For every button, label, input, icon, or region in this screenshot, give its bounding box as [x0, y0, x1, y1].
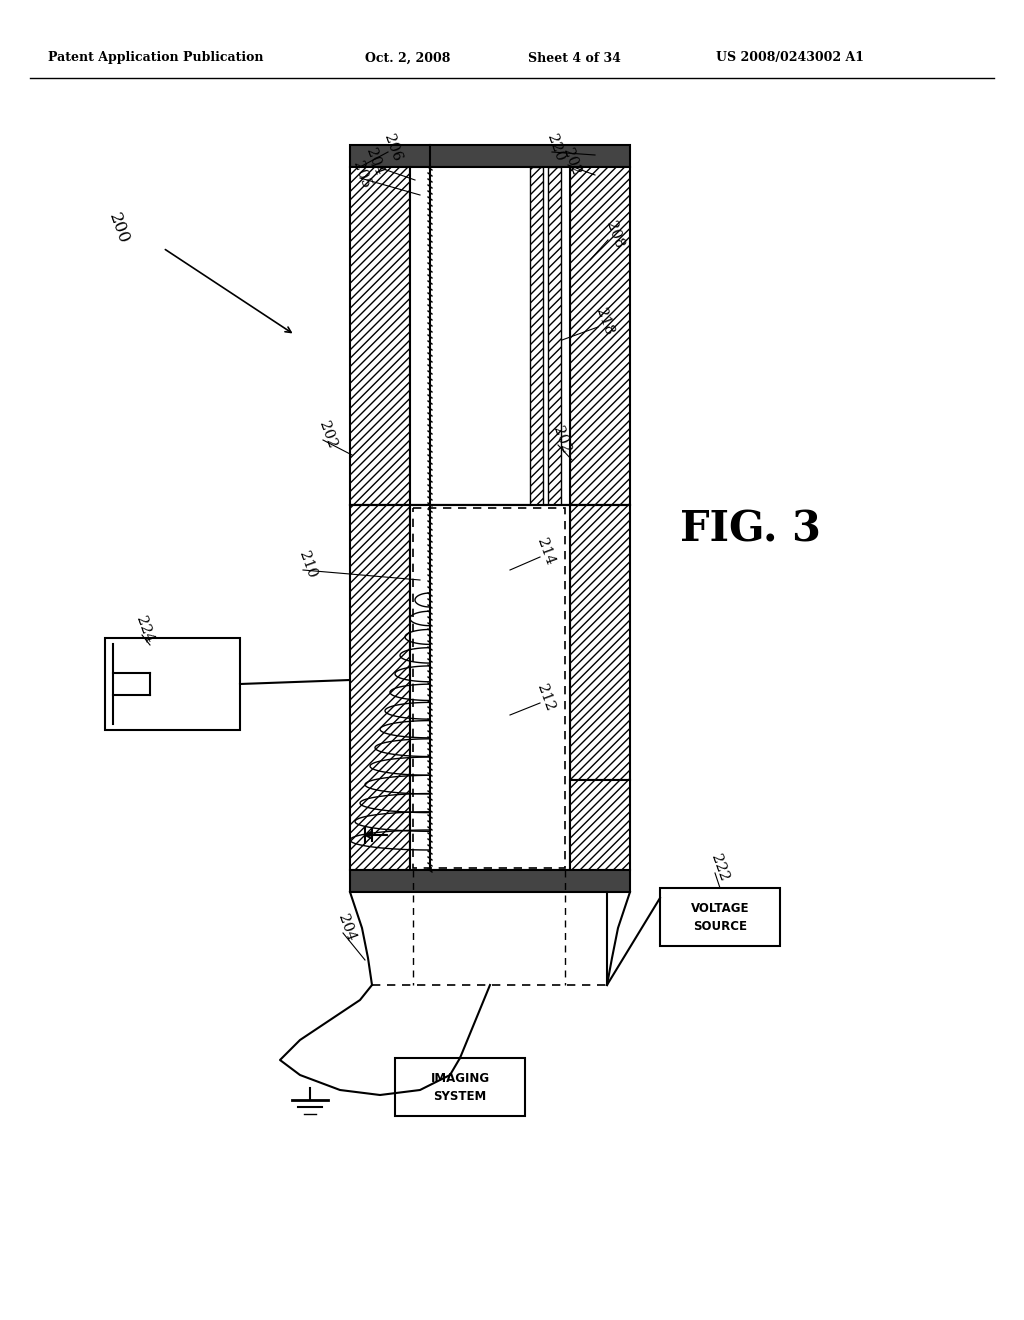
Text: 212: 212 — [534, 682, 556, 713]
Text: 204: 204 — [336, 912, 358, 944]
Text: 204: 204 — [364, 147, 386, 177]
Text: Patent Application Publication: Patent Application Publication — [48, 51, 263, 65]
Text: 202: 202 — [316, 420, 339, 450]
Text: 202: 202 — [551, 425, 573, 455]
Text: 220: 220 — [545, 132, 567, 164]
Text: 222: 222 — [709, 853, 731, 883]
Bar — [570, 506, 630, 780]
Text: SYSTEM: SYSTEM — [433, 1089, 486, 1102]
Bar — [410, 168, 570, 506]
Bar — [660, 888, 780, 946]
Text: 205: 205 — [350, 160, 374, 190]
Text: IMAGING: IMAGING — [430, 1072, 489, 1085]
Bar — [350, 870, 630, 892]
Bar — [350, 506, 410, 870]
Text: 208: 208 — [603, 219, 627, 251]
Bar — [395, 1059, 525, 1115]
Text: 224: 224 — [134, 615, 157, 645]
Text: FIG. 3: FIG. 3 — [680, 510, 820, 550]
Text: Oct. 2, 2008: Oct. 2, 2008 — [365, 51, 451, 65]
Text: 200: 200 — [104, 210, 131, 246]
Bar — [105, 638, 240, 730]
Bar — [350, 145, 630, 168]
Bar — [530, 168, 543, 506]
Bar — [350, 168, 410, 506]
Bar — [570, 168, 630, 506]
Text: 206: 206 — [382, 132, 404, 164]
Text: 214: 214 — [534, 537, 556, 568]
Text: VOLTAGE: VOLTAGE — [691, 902, 750, 915]
Text: US 2008/0243002 A1: US 2008/0243002 A1 — [716, 51, 864, 65]
Text: 202: 202 — [561, 147, 584, 177]
Bar — [410, 506, 570, 870]
Bar — [413, 508, 565, 869]
Bar — [570, 780, 630, 870]
Text: 218: 218 — [594, 306, 616, 338]
Bar — [548, 168, 561, 506]
Text: Sheet 4 of 34: Sheet 4 of 34 — [528, 51, 621, 65]
Text: 210: 210 — [297, 549, 319, 581]
Text: SOURCE: SOURCE — [693, 920, 746, 932]
